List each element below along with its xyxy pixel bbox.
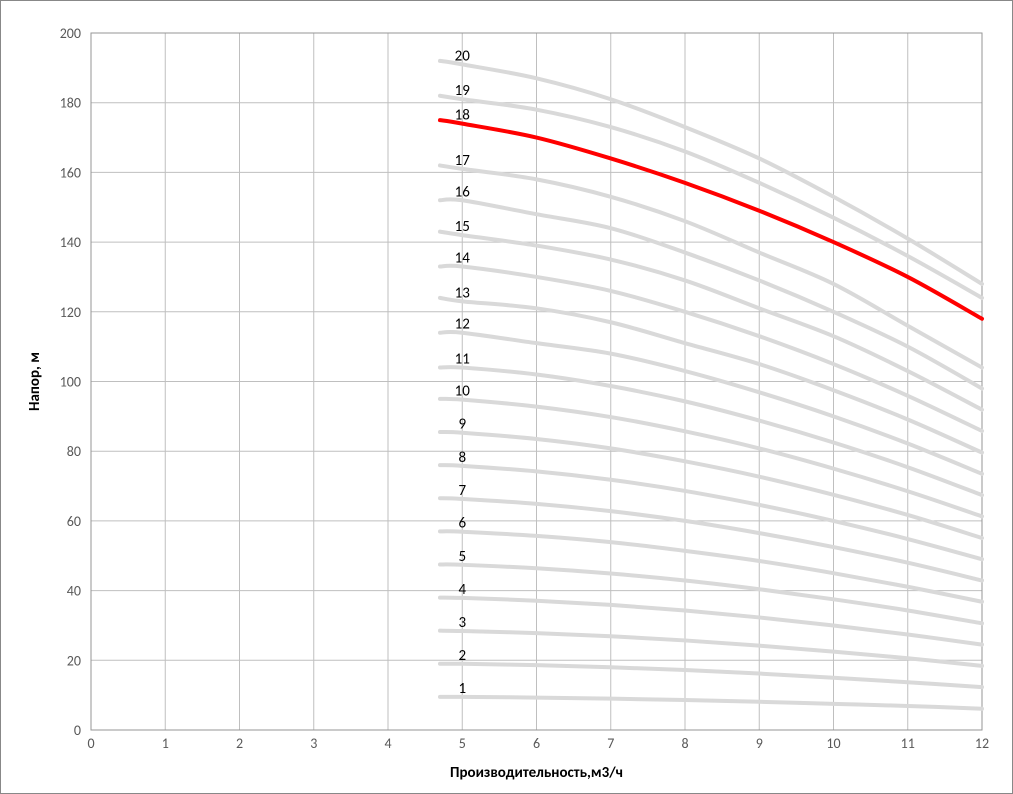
chart-frame: 0123456789101112020406080100120140160180… <box>0 0 1013 794</box>
svg-text:80: 80 <box>67 443 81 460</box>
series-label-18: 18 <box>455 107 470 125</box>
svg-text:3: 3 <box>310 735 317 752</box>
svg-text:180: 180 <box>60 95 81 112</box>
series-label-3: 3 <box>458 614 466 632</box>
svg-text:6: 6 <box>533 735 540 752</box>
svg-text:60: 60 <box>67 513 81 530</box>
svg-text:200: 200 <box>60 25 81 42</box>
svg-text:10: 10 <box>826 735 840 752</box>
series-label-7: 7 <box>458 482 466 500</box>
series-label-5: 5 <box>458 548 466 566</box>
series-label-4: 4 <box>458 581 466 599</box>
svg-text:100: 100 <box>60 374 81 391</box>
svg-text:20: 20 <box>67 652 81 669</box>
svg-text:1: 1 <box>162 735 169 752</box>
svg-text:Напор, м: Напор, м <box>26 352 44 411</box>
series-label-20: 20 <box>455 47 471 65</box>
series-label-13: 13 <box>455 284 471 302</box>
svg-text:0: 0 <box>87 735 94 752</box>
series-label-1: 1 <box>458 680 466 698</box>
series-label-14: 14 <box>455 249 471 267</box>
series-label-11: 11 <box>455 351 470 369</box>
svg-text:120: 120 <box>60 304 81 321</box>
svg-text:7: 7 <box>607 735 614 752</box>
series-label-12: 12 <box>455 316 470 334</box>
svg-text:2: 2 <box>236 735 243 752</box>
svg-text:Производительность,м3/ч: Производительность,м3/ч <box>450 764 623 782</box>
series-label-19: 19 <box>455 82 471 100</box>
svg-text:9: 9 <box>756 735 763 752</box>
pump-curve-chart: 0123456789101112020406080100120140160180… <box>11 11 1004 785</box>
series-label-16: 16 <box>455 183 471 201</box>
svg-text:40: 40 <box>67 583 81 600</box>
svg-text:8: 8 <box>681 735 688 752</box>
series-label-9: 9 <box>458 416 466 434</box>
svg-text:160: 160 <box>60 164 81 181</box>
svg-text:0: 0 <box>74 722 81 739</box>
series-label-15: 15 <box>455 218 470 236</box>
svg-text:11: 11 <box>901 735 915 752</box>
series-label-10: 10 <box>455 383 471 401</box>
series-label-17: 17 <box>455 152 471 170</box>
series-label-8: 8 <box>458 449 466 467</box>
series-label-2: 2 <box>458 647 466 665</box>
svg-text:140: 140 <box>60 234 81 251</box>
series-label-6: 6 <box>458 515 466 533</box>
svg-text:5: 5 <box>459 735 466 752</box>
chart-container: 0123456789101112020406080100120140160180… <box>11 11 1002 783</box>
svg-text:12: 12 <box>975 735 989 752</box>
svg-text:4: 4 <box>384 735 391 752</box>
